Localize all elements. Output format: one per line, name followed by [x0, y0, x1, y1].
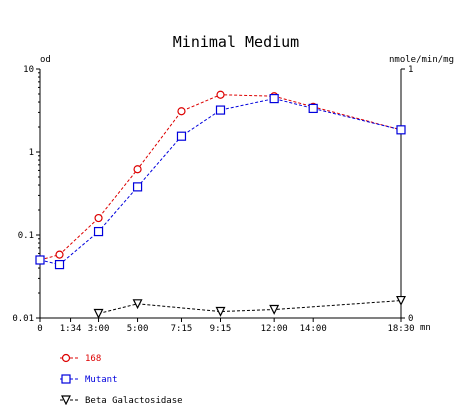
data-point	[269, 93, 279, 104]
y-right-unit: nmole/min/mg	[389, 55, 454, 65]
data-point	[94, 213, 103, 223]
x-tick-label: 7:15	[171, 324, 193, 334]
y-left-tick-label: 0.1	[18, 231, 34, 241]
series-line	[39, 94, 402, 261]
legend-item: Beta Galactosidase	[60, 395, 183, 405]
series-line	[39, 98, 402, 266]
data-point	[177, 107, 186, 116]
series-line	[98, 300, 402, 315]
data-point	[61, 395, 71, 405]
data-point	[176, 131, 187, 141]
data-point	[215, 306, 226, 317]
legend-label: Beta Galactosidase	[85, 396, 183, 405]
x-unit: mn	[420, 323, 431, 333]
chart-title: Minimal Medium	[173, 33, 299, 51]
data-point	[396, 125, 406, 135]
legend-label: 168	[85, 354, 101, 364]
data-point	[216, 90, 225, 99]
data-point	[61, 353, 71, 363]
data-point	[54, 259, 65, 270]
legend-item: 168	[60, 353, 101, 364]
legend-item: Mutant	[60, 374, 118, 385]
data-point	[55, 250, 64, 259]
data-point	[35, 255, 45, 265]
y-left-tick-label: 10	[23, 65, 34, 75]
data-point	[132, 299, 143, 310]
data-point	[61, 374, 71, 384]
data-point	[396, 295, 406, 306]
x-tick-label: 3:00	[88, 324, 110, 334]
legend-label: Mutant	[85, 375, 118, 385]
series-layer	[35, 90, 406, 319]
data-point	[215, 105, 226, 115]
x-tick-label: 5:00	[127, 324, 149, 334]
y-left-tick-label: 1	[29, 148, 34, 158]
data-point	[269, 304, 280, 315]
data-point	[93, 308, 104, 319]
x-tick-label: 18:30	[387, 324, 414, 334]
y-right-tick-label: 0	[408, 314, 413, 324]
data-point	[93, 226, 104, 237]
x-tick-label: 12:00	[261, 324, 288, 334]
y-left-tick-label: 0.01	[12, 314, 34, 324]
x-tick-label: 14:00	[300, 324, 327, 334]
data-point	[133, 165, 142, 174]
x-tick-label: 0	[37, 324, 42, 334]
data-point	[132, 182, 143, 192]
x-tick-label: 1:34	[60, 324, 82, 334]
y-left-unit: od	[40, 55, 51, 65]
x-tick-label: 9:15	[210, 324, 232, 334]
data-point	[308, 103, 318, 114]
y-right-tick-label: 1	[408, 65, 413, 75]
legend: 168 Mutant Beta Galactosidase	[60, 353, 183, 405]
series-triangle-down	[93, 295, 406, 319]
series-square	[35, 93, 406, 270]
